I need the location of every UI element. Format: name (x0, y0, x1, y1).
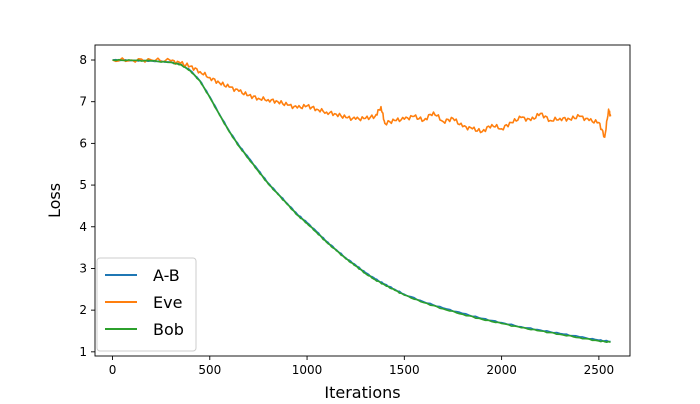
y-tick-label: 6 (79, 136, 87, 150)
x-tick-label: 2000 (486, 363, 517, 377)
x-tick-label: 2500 (584, 363, 615, 377)
y-tick-label: 7 (79, 95, 87, 109)
legend-label-eve: Eve (153, 293, 182, 312)
x-tick-label: 1000 (292, 363, 323, 377)
y-tick-label: 8 (79, 53, 87, 67)
y-axis-label: Loss (45, 183, 64, 218)
y-tick-label: 4 (79, 220, 87, 234)
y-tick-label: 1 (79, 345, 87, 359)
y-tick-label: 5 (79, 178, 87, 192)
x-axis-label: Iterations (324, 383, 400, 400)
y-tick-label: 3 (79, 261, 87, 275)
legend-box (96, 257, 197, 352)
series-lines (112, 57, 612, 343)
y-tick-label: 2 (79, 303, 87, 317)
plot-frame (94, 44, 631, 357)
x-tick-label: 0 (109, 363, 117, 377)
series-line-eve (112, 57, 612, 138)
legend-label-bob: Bob (153, 320, 184, 339)
x-tick-label: 500 (198, 363, 221, 377)
y-axis: 1 2 3 4 5 6 7 8 (79, 53, 95, 359)
series-line-bob (112, 58, 611, 343)
legend-label-a-b: A-B (153, 266, 180, 285)
x-tick-label: 1500 (389, 363, 420, 377)
x-axis: 0 500 1000 1500 2000 2500 (109, 356, 614, 377)
legend: A-B Eve Bob (96, 257, 197, 352)
